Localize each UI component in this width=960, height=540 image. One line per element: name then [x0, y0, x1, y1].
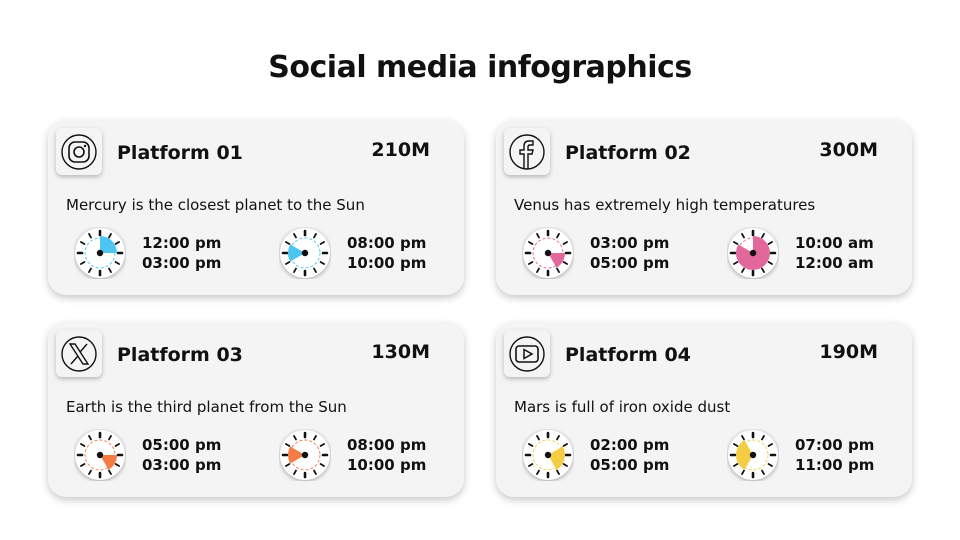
end-time: 05:00 pm — [590, 456, 670, 474]
page-title: Social media infographics — [268, 50, 692, 85]
end-time: 11:00 pm — [795, 456, 875, 474]
end-time: 03:00 pm — [142, 254, 222, 272]
start-time: 12:00 pm — [142, 234, 222, 252]
end-time: 12:00 am — [795, 254, 874, 272]
platform-card: Platform 04 190M Mars is full of iron ox… — [496, 322, 912, 497]
platform-description: Mercury is the closest planet to the Sun — [66, 196, 365, 214]
clock-icon — [727, 227, 779, 283]
start-time: 03:00 pm — [590, 234, 670, 252]
time-range-sector — [548, 446, 565, 470]
platform-card: Platform 02 300M Venus has extremely hig… — [496, 120, 912, 295]
platform-value: 130M — [371, 341, 430, 363]
clock-icon — [522, 227, 574, 283]
clock-icon — [74, 429, 126, 485]
time-range-sector — [548, 253, 565, 268]
start-time: 02:00 pm — [590, 436, 670, 454]
end-time: 03:00 pm — [142, 456, 222, 474]
start-time: 05:00 pm — [142, 436, 222, 454]
facebook-icon — [504, 128, 550, 175]
end-time: 10:00 pm — [347, 456, 427, 474]
platform-card: Platform 03 130M Earth is the third plan… — [48, 322, 464, 497]
time-range-sector — [736, 440, 753, 470]
platform-name: Platform 01 — [117, 142, 243, 164]
clock-icon — [279, 227, 331, 283]
time-range-sector — [288, 244, 305, 262]
time-range-sector — [100, 455, 117, 470]
instagram-icon — [56, 128, 102, 175]
youtube-icon — [504, 330, 550, 377]
clock-icon — [522, 429, 574, 485]
x-icon — [56, 330, 102, 377]
start-time: 08:00 pm — [347, 234, 427, 252]
end-time: 10:00 pm — [347, 254, 427, 272]
platform-description: Venus has extremely high temperatures — [514, 196, 816, 214]
platform-name: Platform 02 — [565, 142, 691, 164]
start-time: 10:00 am — [795, 234, 874, 252]
platform-value: 300M — [819, 139, 878, 161]
clock-icon — [74, 227, 126, 283]
platform-name: Platform 04 — [565, 344, 691, 366]
platform-name: Platform 03 — [117, 344, 243, 366]
time-range-sector — [288, 446, 305, 464]
start-time: 08:00 pm — [347, 436, 427, 454]
clock-icon — [727, 429, 779, 485]
time-range-sector — [100, 236, 117, 253]
clock-icon — [279, 429, 331, 485]
end-time: 05:00 pm — [590, 254, 670, 272]
platform-description: Earth is the third planet from the Sun — [66, 398, 347, 416]
platform-card: Platform 01 210M Mercury is the closest … — [48, 120, 464, 295]
platform-description: Mars is full of iron oxide dust — [514, 398, 731, 416]
platform-value: 190M — [819, 341, 878, 363]
start-time: 07:00 pm — [795, 436, 875, 454]
platform-value: 210M — [371, 139, 430, 161]
